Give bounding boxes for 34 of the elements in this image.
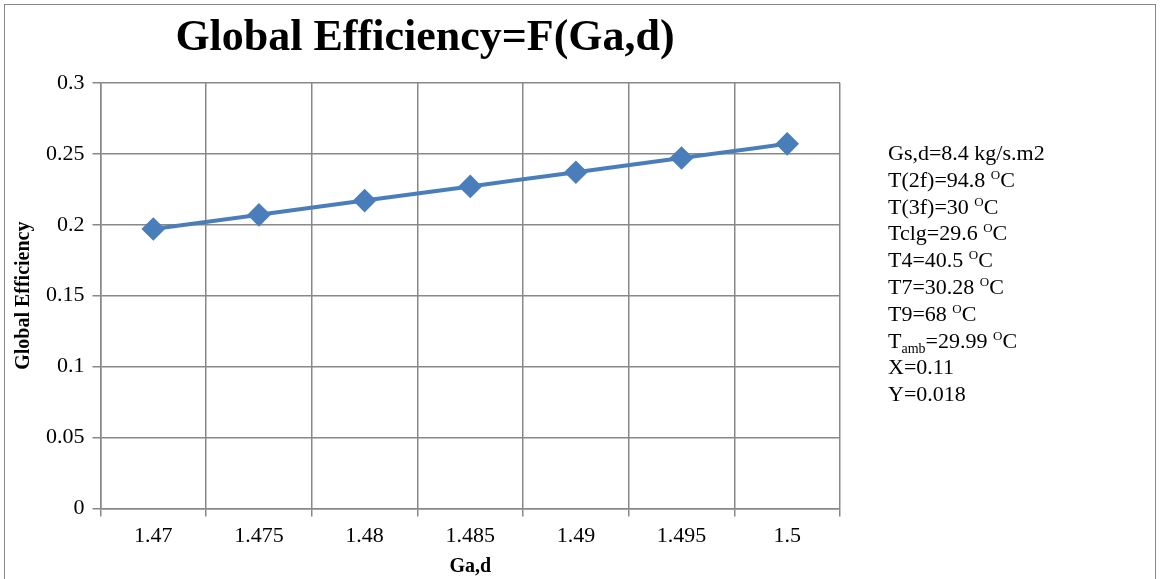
text: Tclg=29.6 $^{O}$C — [888, 220, 1009, 248]
point — [247, 203, 270, 226]
x-tick-label: 1.47 — [134, 521, 173, 547]
x-tick-label: 1.49 — [556, 521, 596, 547]
x-tick-label: 1.5 — [773, 521, 801, 547]
x-tick-label: 1.48 — [345, 521, 384, 547]
text: Gs,d=8.4 kg/s.m2 — [888, 140, 1045, 167]
text: T4=40.5 $^{O}$C — [888, 247, 994, 274]
x-tick-label: 1.485 — [445, 521, 495, 547]
y-tick-label: 0.25 — [46, 139, 85, 165]
point — [459, 175, 482, 198]
text: T9=68 $^{O}$C — [888, 300, 978, 328]
point — [353, 189, 376, 212]
text: T(3f)=30 $^{O}$C — [888, 193, 1000, 221]
y-tick-label: 0.15 — [46, 281, 85, 307]
text: Y=0.018 — [888, 381, 967, 408]
point — [142, 217, 165, 240]
y-tick-label: 0.1 — [57, 352, 85, 378]
y-tick-label: 0.05 — [46, 423, 85, 449]
chart-title: Global Efficiency=F(Ga,d) — [175, 10, 675, 60]
text: T7=30.28 $^{O}$C — [888, 273, 1005, 301]
point — [776, 132, 799, 155]
y-tick-label: 0.2 — [57, 210, 85, 236]
y-tick-label: 0 — [73, 494, 85, 520]
y-tick-label: 0.3 — [57, 68, 85, 94]
x-tick-label: 1.475 — [234, 521, 284, 547]
y-axis-title: Global Efficiency — [11, 221, 35, 370]
point — [564, 161, 587, 184]
x-axis-title: Ga,d — [449, 554, 492, 577]
x-tick-label: 1.495 — [656, 521, 707, 547]
text: T(2f)=94.8 $^{O}$C — [888, 166, 1016, 194]
text: X=0.11 — [888, 354, 955, 382]
text: T$_{amb}$=29.99 $^{O}$C — [888, 327, 1019, 356]
point — [670, 147, 693, 170]
